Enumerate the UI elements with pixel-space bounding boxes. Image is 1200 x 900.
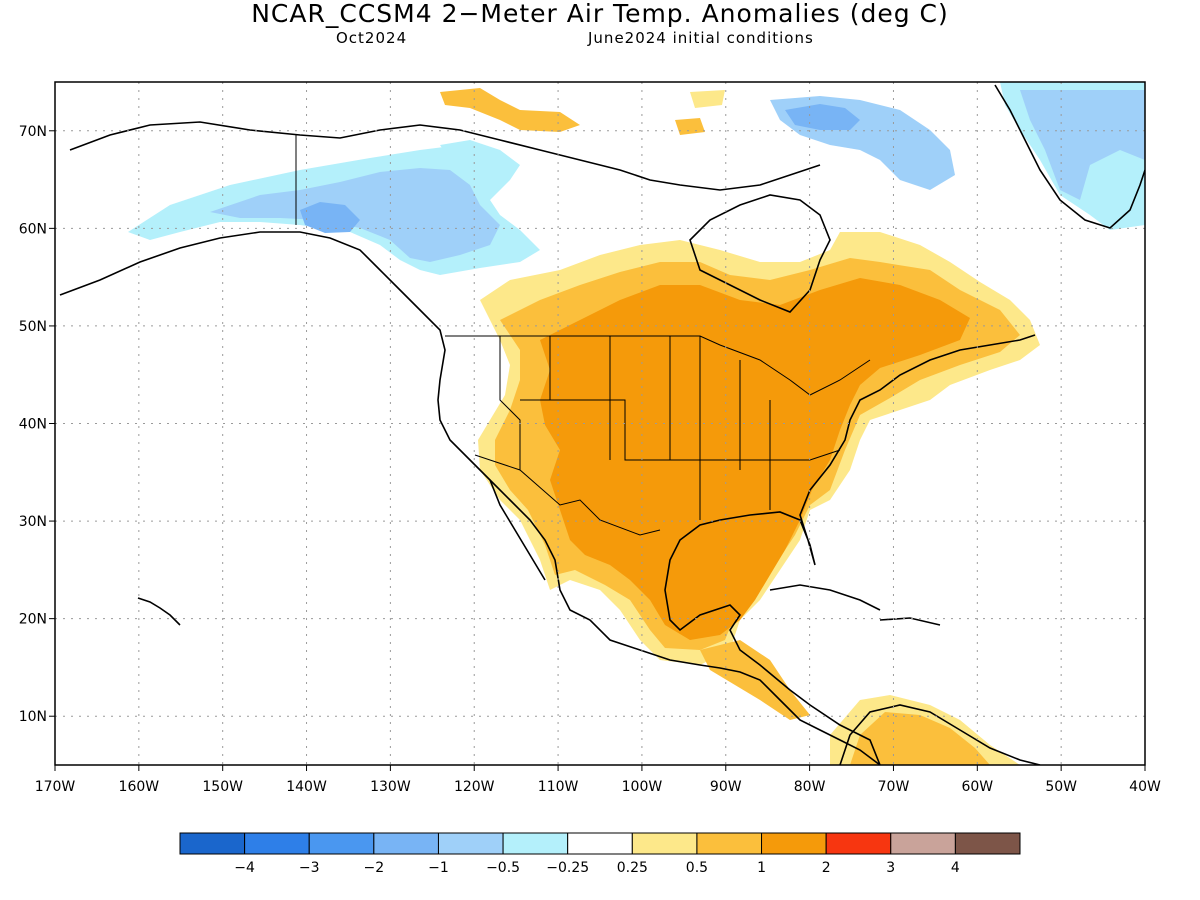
warm-anomaly-central-america — [700, 640, 810, 720]
border-states-west — [499, 336, 720, 470]
lat-label: 10N — [19, 709, 47, 725]
lon-label: 140W — [286, 779, 327, 795]
longitude-labels: 170W 160W 150W 140W 130W 120W 110W 100W 90W 80W 70… — [35, 765, 1161, 795]
lon-label: 90W — [710, 779, 742, 795]
initial-conditions-label: June2024 initial conditions — [588, 29, 814, 47]
lon-label: 150W — [202, 779, 243, 795]
colorbar-label: −0.25 — [546, 860, 589, 876]
colorbar-swatch — [502, 832, 569, 855]
lon-label: 40W — [1129, 779, 1161, 795]
lat-label: 50N — [19, 319, 47, 335]
colorbar-label: 4 — [951, 860, 960, 876]
lon-label: 120W — [454, 779, 495, 795]
colorbar-swatch — [696, 832, 763, 855]
warm-anomaly-arctic-patch — [675, 118, 705, 135]
warm-anomaly-orange — [540, 278, 970, 640]
lat-label: 20N — [19, 612, 47, 628]
colorbar-label: −3 — [299, 860, 320, 876]
cool-anomaly-canada-arctic — [440, 140, 510, 178]
coastline-hawaii — [137, 597, 181, 626]
colorbar-labels: −4 −3 −2 −1 −0.5 −0.25 0.25 0.5 1 2 3 4 — [234, 860, 960, 876]
lon-label: 100W — [622, 779, 663, 795]
cool-anomaly-baffin-core — [785, 104, 860, 130]
valid-month-label: Oct2024 — [336, 29, 408, 47]
coastline-cuba — [769, 584, 881, 611]
colorbar-label: −0.5 — [486, 860, 520, 876]
coastline-south-america — [839, 704, 1041, 765]
coastline-north-america — [59, 231, 881, 765]
colorbar-label: 0.5 — [686, 860, 708, 876]
colorbar-label: 2 — [822, 860, 831, 876]
lat-label: 30N — [19, 514, 47, 530]
colorbar-swatch — [631, 832, 698, 855]
lat-label: 40N — [19, 417, 47, 433]
map-title: NCAR_CCSM4 2−Meter Air Temp. Anomalies (… — [251, 0, 949, 28]
lon-label: 130W — [370, 779, 411, 795]
coastlines — [59, 84, 1145, 765]
colorbar-swatch — [244, 832, 310, 855]
colorbar-swatch — [890, 832, 956, 855]
cool-anomaly-greenland-core — [1020, 90, 1145, 200]
colorbar — [179, 832, 1021, 855]
colorbar-swatch — [825, 832, 892, 855]
warm-anomaly-arctic-patch-2 — [690, 90, 725, 108]
lon-label: 70W — [878, 779, 910, 795]
colorbar-swatch — [437, 832, 504, 855]
coastline-greenland — [994, 84, 1145, 229]
coastline-gulf — [664, 334, 1036, 765]
cool-anomaly-alaska-peak — [300, 202, 360, 233]
anomaly-fields — [128, 82, 1145, 765]
coastline-hudson — [689, 194, 831, 313]
lon-label: 110W — [538, 779, 579, 795]
colorbar-label: 0.25 — [617, 860, 648, 876]
warm-anomaly-arctic-islands — [440, 88, 580, 132]
colorbar-swatch — [761, 832, 827, 855]
lon-label: 160W — [119, 779, 160, 795]
colorbar-swatch — [179, 832, 246, 855]
lon-label: 50W — [1045, 779, 1077, 795]
lat-label: 70N — [19, 124, 47, 140]
lon-label: 60W — [961, 779, 993, 795]
colorbar-label: −2 — [364, 860, 385, 876]
colorbar-swatch — [308, 832, 375, 855]
lon-label: 170W — [35, 779, 76, 795]
lat-label: 60N — [19, 221, 47, 237]
lon-label: 80W — [794, 779, 826, 795]
colorbar-label: −4 — [234, 860, 255, 876]
border-states-central — [669, 336, 841, 520]
warm-anomaly-south-america-core — [850, 712, 990, 765]
colorbar-swatch — [567, 832, 633, 855]
coastline-arctic — [69, 121, 821, 191]
colorbar-label: 3 — [886, 860, 895, 876]
border-us-canada — [445, 335, 871, 396]
colorbar-label: −1 — [428, 860, 449, 876]
latitude-labels: 70N 60N 50N 40N 30N 20N 10N — [19, 124, 55, 725]
coastline-baja — [489, 479, 546, 581]
grid-lines — [55, 82, 1145, 765]
colorbar-swatch — [373, 832, 439, 855]
colorbar-label: 1 — [757, 860, 766, 876]
coastline-hispaniola — [879, 617, 941, 626]
borders — [295, 134, 871, 536]
colorbar-swatch — [954, 832, 1021, 855]
